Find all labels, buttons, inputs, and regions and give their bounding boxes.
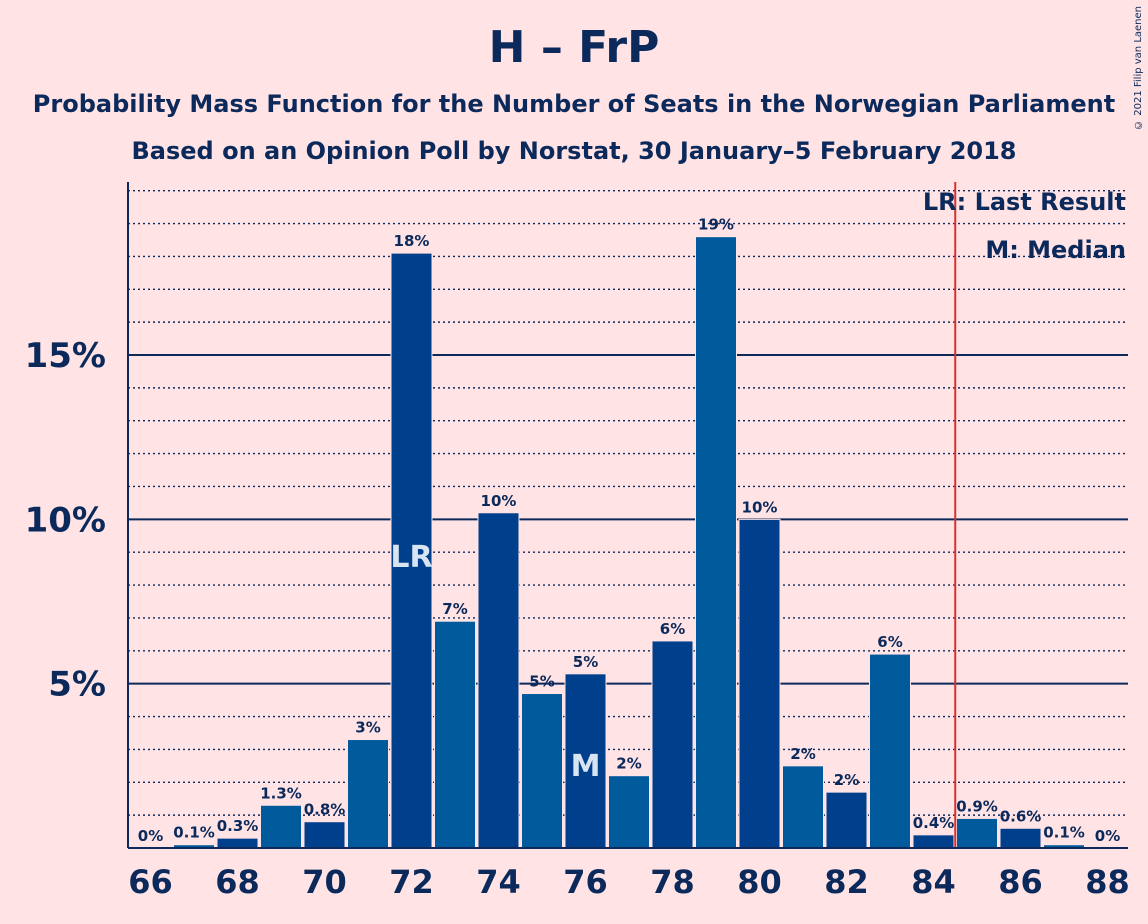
bar-seat-68 <box>216 837 259 849</box>
x-tick-label: 78 <box>650 863 695 901</box>
data-label: 0.6% <box>1000 807 1042 825</box>
data-label: 6% <box>660 620 685 638</box>
data-label: 0% <box>1095 827 1120 845</box>
bar-seat-86 <box>999 827 1042 849</box>
data-label: 0.1% <box>1043 824 1085 842</box>
x-tick-label: 68 <box>215 863 260 901</box>
bar-seat-73 <box>434 620 476 849</box>
data-label: 2% <box>790 745 815 763</box>
y-tick-label: 15% <box>25 336 106 376</box>
x-tick-label: 82 <box>824 863 869 901</box>
data-label: 10% <box>481 492 517 510</box>
bar-seat-71 <box>347 739 389 849</box>
data-label: 5% <box>529 673 554 691</box>
chart-title: H – FrP <box>488 22 660 73</box>
bar-seat-69 <box>260 804 302 849</box>
legend-median: M: Median <box>985 236 1126 264</box>
bar-seat-70 <box>303 821 346 849</box>
data-label: 1.3% <box>260 784 302 802</box>
last-result-marker: LR <box>390 540 432 575</box>
x-tick-label: 74 <box>476 863 521 901</box>
data-label: 0.1% <box>173 824 215 842</box>
data-label: 19% <box>698 216 734 234</box>
bar-seat-85 <box>956 817 998 849</box>
bar-seat-78 <box>651 640 694 849</box>
bar-seat-75 <box>521 693 563 849</box>
data-label: 6% <box>877 633 902 651</box>
data-label: 0.3% <box>217 817 259 835</box>
x-tick-label: 86 <box>998 863 1043 901</box>
bar-seat-74 <box>477 512 520 849</box>
bar-seat-77 <box>608 775 650 849</box>
data-label: 0% <box>138 827 163 845</box>
x-tick-label: 76 <box>563 863 608 901</box>
data-label: 3% <box>355 719 380 737</box>
legend-last-result: LR: Last Result <box>923 188 1126 216</box>
data-label: 0.4% <box>913 814 955 832</box>
data-label: 7% <box>442 600 467 618</box>
chart-subtitle: Probability Mass Function for the Number… <box>32 90 1116 118</box>
data-label: 0.8% <box>304 801 346 819</box>
bar-seat-79 <box>695 236 737 849</box>
data-label: 0.9% <box>956 797 998 815</box>
bar-seat-72 <box>390 252 433 849</box>
bar-seat-81 <box>782 765 824 849</box>
x-tick-label: 88 <box>1085 863 1130 901</box>
data-label: 5% <box>573 653 598 671</box>
x-tick-label: 70 <box>302 863 347 901</box>
x-tick-label: 72 <box>389 863 434 901</box>
bar-seat-80 <box>738 518 781 849</box>
y-tick-label: 10% <box>25 500 106 540</box>
bar-seat-84 <box>912 834 955 849</box>
bar-seat-82 <box>825 791 868 849</box>
data-label: 10% <box>742 498 778 516</box>
x-tick-label: 66 <box>128 863 173 901</box>
data-label: 2% <box>834 771 859 789</box>
x-tick-label: 80 <box>737 863 782 901</box>
data-label: 18% <box>394 232 430 250</box>
median-marker: M <box>571 749 601 784</box>
bar-seat-83 <box>869 653 911 849</box>
chart-source-line: Based on an Opinion Poll by Norstat, 30 … <box>131 137 1017 165</box>
data-label: 2% <box>616 755 641 773</box>
x-tick-label: 84 <box>911 863 956 901</box>
y-tick-label: 5% <box>48 665 106 705</box>
